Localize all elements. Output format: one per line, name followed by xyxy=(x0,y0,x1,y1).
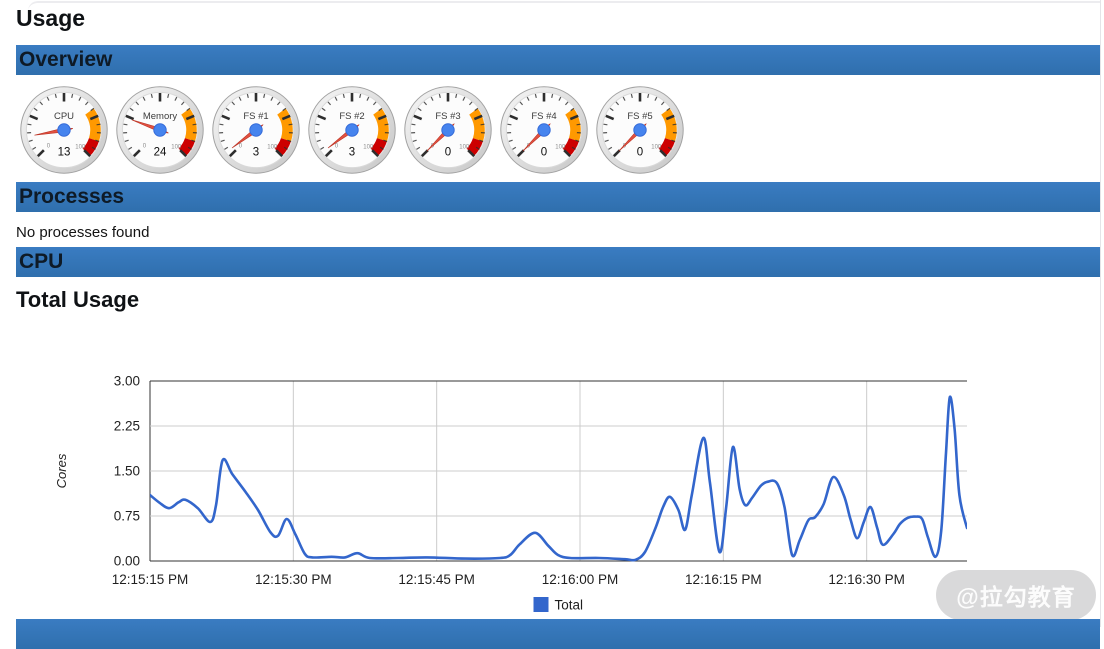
gauge-hub xyxy=(442,124,454,136)
x-tick-label: 12:15:45 PM xyxy=(398,572,475,587)
section-header-cpu: CPU xyxy=(16,247,1100,277)
section-header-processes: Processes xyxy=(16,182,1100,212)
y-tick-label: 0.75 xyxy=(114,509,140,524)
gauge-label: FS #1 xyxy=(243,111,268,122)
gauge-scale-max-label: 100 xyxy=(75,144,86,150)
gauge-label: FS #5 xyxy=(627,111,652,122)
gauge-value: 0 xyxy=(637,147,643,159)
legend-label: Total xyxy=(555,598,584,613)
x-tick-label: 12:16:00 PM xyxy=(542,572,619,587)
gauge-hub xyxy=(634,124,646,136)
x-tick-label: 12:16:30 PM xyxy=(828,572,905,587)
gauge-scale-max-label: 100 xyxy=(555,144,566,150)
x-tick-label: 12:16:15 PM xyxy=(685,572,762,587)
section-header-cpu-label: CPU xyxy=(19,250,63,273)
cpu-total-usage-chart: 12:15:15 PM 12:15:30 PM 12:15:45 PM 12:16:0… xyxy=(0,318,1104,627)
gauge-hub xyxy=(154,124,166,136)
y-tick-label: 1.50 xyxy=(114,464,140,479)
gauge-label: FS #3 xyxy=(435,111,460,122)
gauge-hub xyxy=(58,124,70,136)
gauge-label: FS #2 xyxy=(339,111,364,122)
gauge-scale-max-label: 100 xyxy=(363,144,374,150)
gauge-label: Memory xyxy=(143,111,178,122)
gauge-value: 0 xyxy=(445,147,451,159)
gauge-value: 3 xyxy=(253,147,259,159)
y-tick-label: 3.00 xyxy=(114,374,140,389)
section-header-overview: Overview xyxy=(16,45,1100,75)
total-series-line xyxy=(150,397,967,561)
y-tick-label: 0.00 xyxy=(114,554,140,569)
gauge-scale-max-label: 100 xyxy=(651,144,662,150)
gauge-value: 13 xyxy=(58,147,71,159)
gauge-value: 24 xyxy=(154,147,167,159)
gauge-scale-max-label: 100 xyxy=(267,144,278,150)
gauge-value: 3 xyxy=(349,147,355,159)
no-processes-message: No processes found xyxy=(16,224,149,241)
x-tick-label: 12:15:15 PM xyxy=(112,572,189,587)
gauge-label: FS #4 xyxy=(531,111,556,122)
gauge-scale-max-label: 100 xyxy=(171,144,182,150)
card-top-border xyxy=(28,1,1101,11)
y-tick-label: 2.25 xyxy=(114,419,140,434)
gauge-value: 0 xyxy=(541,147,547,159)
gauge-label: CPU xyxy=(54,111,74,122)
section-header-processes-label: Processes xyxy=(19,185,124,208)
y-axis-title: Cores xyxy=(54,453,69,488)
gauge-hub xyxy=(538,124,550,136)
gauge-scale-max-label: 100 xyxy=(459,144,470,150)
section-header-overview-label: Overview xyxy=(19,48,112,71)
total-usage-line-chart: 12:15:15 PM 12:15:30 PM 12:15:45 PM 12:16:0… xyxy=(0,318,1104,627)
gauge-hub xyxy=(346,124,358,136)
watermark-badge: @拉勾教育 xyxy=(936,570,1096,620)
chart-title: Total Usage xyxy=(16,287,139,313)
gauge-hub xyxy=(250,124,262,136)
x-tick-label: 12:15:30 PM xyxy=(255,572,332,587)
legend-swatch xyxy=(534,597,549,612)
section-header-next-partial xyxy=(16,619,1100,649)
page-title: Usage xyxy=(16,5,85,32)
watermark-text: @拉勾教育 xyxy=(956,578,1075,612)
